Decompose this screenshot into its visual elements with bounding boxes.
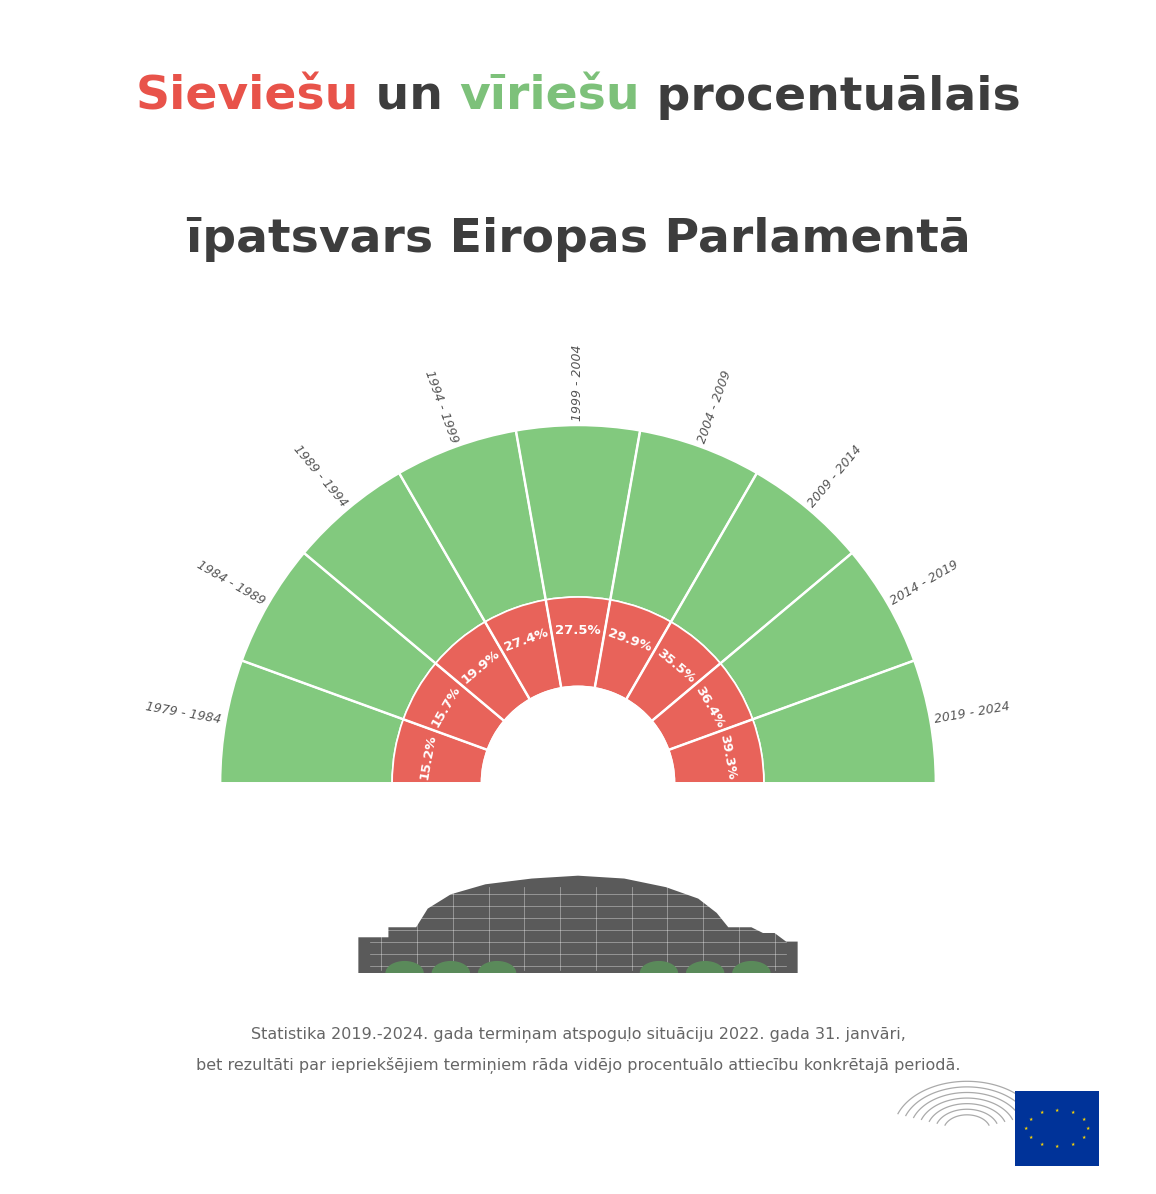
Text: un: un <box>358 75 459 119</box>
Text: 35.5%: 35.5% <box>654 647 697 687</box>
Wedge shape <box>486 599 562 700</box>
Text: 19.9%: 19.9% <box>459 647 502 687</box>
Text: ★: ★ <box>1039 1110 1044 1115</box>
Text: 15.2%: 15.2% <box>418 733 439 780</box>
Circle shape <box>479 961 516 985</box>
Wedge shape <box>594 599 670 700</box>
Text: 2004 - 2009: 2004 - 2009 <box>696 369 734 445</box>
Wedge shape <box>516 425 640 599</box>
Wedge shape <box>392 719 488 783</box>
Text: 27.5%: 27.5% <box>555 624 601 638</box>
Text: vīriešu: vīriešu <box>459 75 640 119</box>
Text: 29.9%: 29.9% <box>606 626 653 654</box>
Text: bet rezultāti par iepriekšējiem termiņiem rāda vidējo procentuālo attiecību konk: bet rezultāti par iepriekšējiem termiņie… <box>195 1057 961 1073</box>
Text: 2019 - 2024: 2019 - 2024 <box>933 701 1012 726</box>
Text: ★: ★ <box>1055 1108 1059 1113</box>
Wedge shape <box>304 473 486 664</box>
Text: 15.7%: 15.7% <box>429 684 464 730</box>
Text: 39.3%: 39.3% <box>717 733 738 780</box>
Wedge shape <box>670 473 852 664</box>
PathPatch shape <box>358 875 798 973</box>
Text: 1979 - 1984: 1979 - 1984 <box>144 701 223 726</box>
Text: ★: ★ <box>1028 1135 1032 1140</box>
Circle shape <box>733 961 770 985</box>
Text: ★: ★ <box>1070 1110 1075 1115</box>
Text: 27.4%: 27.4% <box>503 626 550 654</box>
Text: procentuālais: procentuālais <box>640 75 1021 119</box>
Wedge shape <box>436 622 529 721</box>
Wedge shape <box>399 431 546 622</box>
Text: 1999 - 2004: 1999 - 2004 <box>571 344 585 420</box>
Text: 1989 - 1994: 1989 - 1994 <box>291 443 350 510</box>
Text: 2014 - 2019: 2014 - 2019 <box>888 558 961 608</box>
Circle shape <box>386 961 423 985</box>
Bar <box>1015 1091 1098 1165</box>
Circle shape <box>482 687 674 880</box>
Text: Sieviešu: Sieviešu <box>135 75 358 119</box>
Wedge shape <box>753 660 935 783</box>
Text: ★: ★ <box>1055 1144 1059 1149</box>
Wedge shape <box>221 660 403 783</box>
Text: ★: ★ <box>1082 1116 1085 1121</box>
Text: ★: ★ <box>1085 1126 1090 1131</box>
Text: 2009 - 2014: 2009 - 2014 <box>806 443 865 510</box>
Circle shape <box>687 961 724 985</box>
Text: 1984 - 1989: 1984 - 1989 <box>195 558 268 608</box>
Text: 1994 - 1999: 1994 - 1999 <box>422 369 460 445</box>
Text: ★: ★ <box>1082 1135 1085 1140</box>
Wedge shape <box>242 553 436 719</box>
Wedge shape <box>403 664 504 750</box>
Circle shape <box>640 961 677 985</box>
Text: ★: ★ <box>1028 1116 1032 1121</box>
Wedge shape <box>720 553 914 719</box>
Wedge shape <box>652 664 753 750</box>
Wedge shape <box>668 719 764 783</box>
Circle shape <box>432 961 469 985</box>
Wedge shape <box>627 622 720 721</box>
Wedge shape <box>546 597 610 688</box>
Text: Statistika 2019.-2024. gada termiņam atspoguḷo situāciju 2022. gada 31. janvāri: Statistika 2019.-2024. gada termiņam ats… <box>251 1027 905 1044</box>
Text: 36.4%: 36.4% <box>692 684 727 730</box>
Text: īpatsvars Eiropas Parlamentā: īpatsvars Eiropas Parlamentā <box>186 217 970 261</box>
Text: ★: ★ <box>1024 1126 1029 1131</box>
Text: ★: ★ <box>1039 1141 1044 1146</box>
Text: ★: ★ <box>1070 1141 1075 1146</box>
Wedge shape <box>610 431 757 622</box>
